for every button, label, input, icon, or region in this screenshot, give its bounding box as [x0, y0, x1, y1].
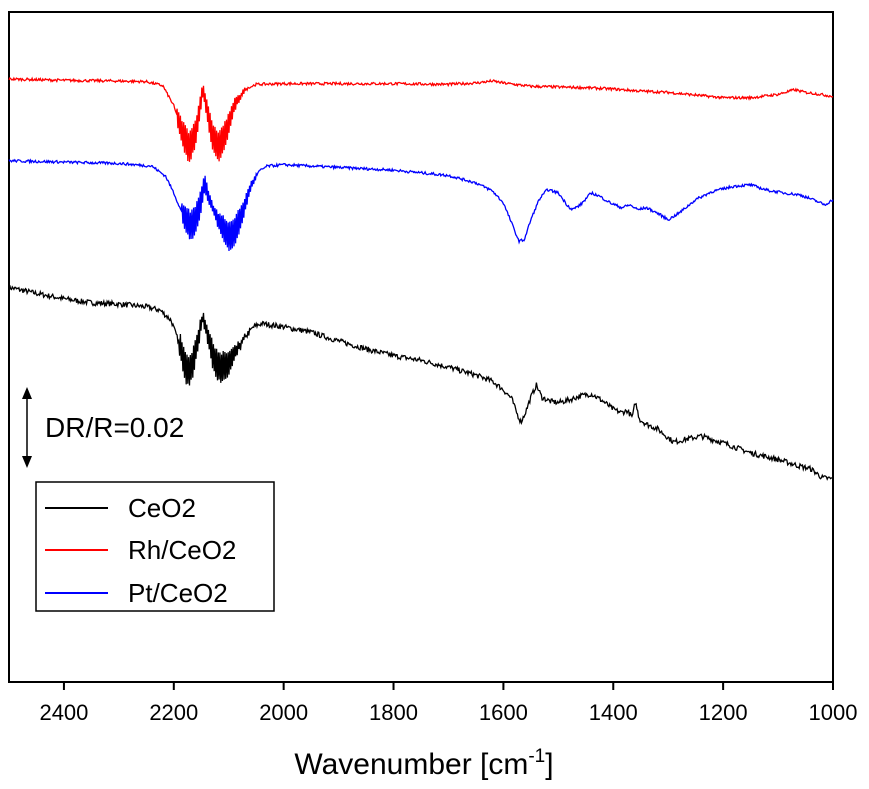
- legend-label-ceo2: CeO2: [128, 493, 196, 523]
- legend: CeO2 Rh/CeO2 Pt/CeO2: [35, 481, 275, 612]
- x-ticks: 2400 2200 2000 1800 1600 1400 1200 1000: [39, 682, 857, 725]
- x-tick-label-1400: 1400: [589, 700, 638, 725]
- series-line-rh-ceo2: [8, 76, 834, 162]
- x-tick-label-2400: 2400: [39, 700, 88, 725]
- scale-annotation: DR/R=0.02: [22, 387, 184, 468]
- legend-label-rh-ceo2: Rh/CeO2: [128, 535, 236, 565]
- legend-label-pt-ceo2: Pt/CeO2: [128, 578, 228, 608]
- x-axis-title: Wavenumber [cm-1]: [294, 746, 553, 781]
- x-axis-title-superscript: -1: [528, 746, 545, 767]
- plot-frame: [8, 11, 834, 683]
- series-line-pt-ceo2: [8, 158, 834, 252]
- x-tick-label-1000: 1000: [809, 700, 858, 725]
- scale-arrow-down-head: [22, 456, 32, 468]
- scale-annotation-text: DR/R=0.02: [45, 412, 184, 443]
- x-tick-label-1200: 1200: [699, 700, 748, 725]
- scale-arrow-up-head: [22, 387, 32, 399]
- legend-box: [35, 481, 275, 612]
- x-tick-label-2200: 2200: [149, 700, 198, 725]
- x-tick-label-1600: 1600: [479, 700, 528, 725]
- series-group: [8, 76, 834, 481]
- series-line-ceo2: [8, 285, 834, 481]
- x-tick-label-1800: 1800: [369, 700, 418, 725]
- x-tick-label-2000: 2000: [259, 700, 308, 725]
